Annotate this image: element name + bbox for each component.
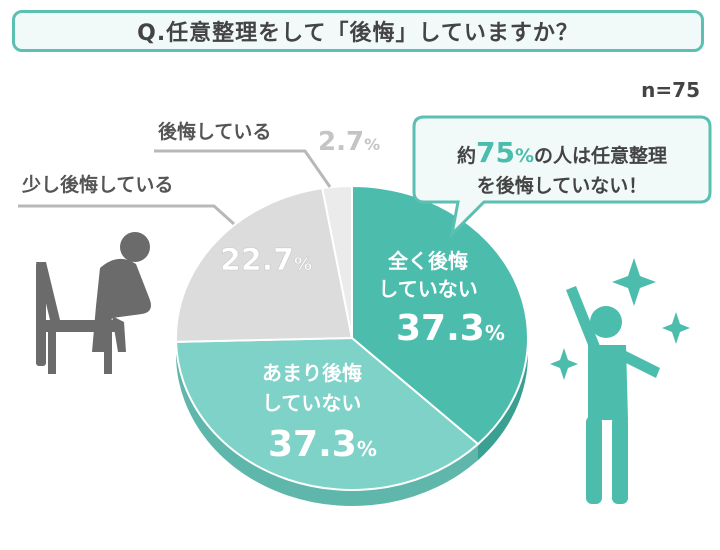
pie-side-0 [478, 338, 528, 461]
pie-top [175, 184, 529, 491]
leader-line-regret [154, 149, 332, 188]
outside-label-small-regret: 少し後悔している [21, 173, 173, 196]
pie-side-1 [176, 341, 479, 507]
leader-line-small-regret [18, 204, 236, 226]
slice-label-not-at-all-line1: 全く後悔 [387, 249, 468, 273]
pie-slice [351, 184, 529, 446]
chart-title: Q.任意整理をして「後悔」していますか？ [137, 21, 579, 46]
slice-label-not-much-line2: していない [262, 391, 361, 415]
sparkle-icon [662, 312, 690, 344]
value-label-small-regret: 22.7% [220, 243, 312, 278]
sparkle-icon [550, 348, 578, 380]
outside-label-regret: 後悔している [158, 120, 271, 143]
callout-line2: を後悔していない！ [477, 174, 647, 197]
title-box: Q.任意整理をして「後悔」していますか？ [12, 10, 704, 52]
slice-label-not-at-all-line2: していない [378, 277, 477, 301]
callout-bubble [412, 115, 712, 239]
value-label-not-at-all: 37.3% [396, 308, 505, 349]
pie-slice [175, 187, 354, 343]
pie-slice [175, 336, 480, 491]
value-label-regret: 2.7% [318, 127, 380, 157]
sample-size-label: n=75 [641, 78, 700, 102]
callout-line1: 約75%の人は任意整理 [457, 136, 667, 169]
sad-person-icon [36, 232, 151, 374]
value-label-not-much: 37.3% [268, 424, 377, 465]
slice-label-not-much-line1: あまり後悔 [262, 361, 362, 385]
happy-person-icon [566, 286, 660, 504]
sparkle-icon [612, 258, 656, 306]
pie-slice [321, 184, 353, 339]
